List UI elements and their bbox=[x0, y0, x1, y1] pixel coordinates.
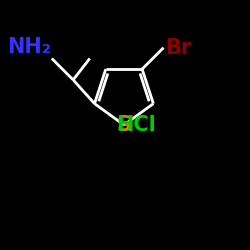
Text: HCl: HCl bbox=[116, 115, 156, 135]
Text: S: S bbox=[116, 115, 132, 135]
Text: NH₂: NH₂ bbox=[7, 37, 51, 57]
Text: Br: Br bbox=[165, 38, 191, 58]
